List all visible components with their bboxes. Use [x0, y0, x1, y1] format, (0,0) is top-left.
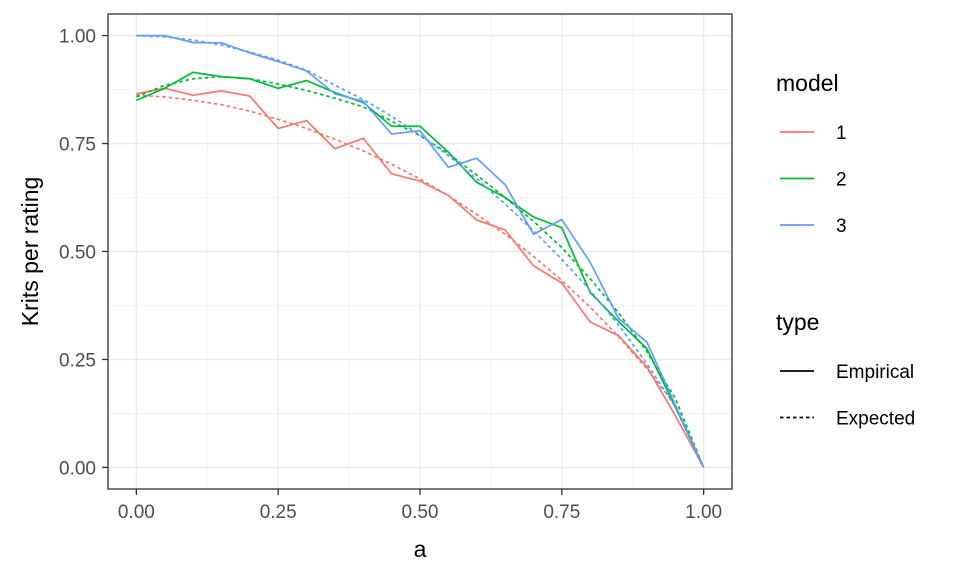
y-tick-label: 0.00 — [59, 458, 96, 479]
y-tick-label: 0.25 — [59, 350, 96, 371]
legend-model-title: model — [776, 70, 839, 96]
x-tick-label: 0.00 — [118, 502, 155, 523]
y-tick-label: 0.75 — [59, 135, 96, 156]
legend-label-model-3: 3 — [836, 216, 847, 237]
y-tick-label: 0.50 — [59, 243, 96, 264]
series-line-model-3-expected — [136, 34, 705, 468]
legend-label-model-1: 1 — [836, 123, 847, 144]
series-line-model-1-empirical — [136, 87, 705, 468]
legend-model-items: 1 2 3 — [780, 123, 847, 237]
series-line-model-3-empirical — [136, 34, 705, 468]
x-tick-label: 1.00 — [685, 502, 722, 523]
x-tick-label: 0.75 — [543, 502, 580, 523]
series-layer — [136, 34, 705, 468]
y-axis-title: Krits per rating — [17, 177, 43, 327]
x-tick-label: 0.50 — [402, 502, 439, 523]
grid-major — [108, 14, 732, 489]
y-tick-label: 1.00 — [59, 27, 96, 48]
x-tick-label: 0.25 — [260, 502, 297, 523]
legend-label-model-2: 2 — [836, 170, 847, 191]
legend-label-type-expected: Expected — [836, 409, 915, 430]
legend-label-type-empirical: Empirical — [836, 362, 914, 383]
series-line-model-2-expected — [136, 75, 705, 468]
legend-type-title: type — [776, 309, 819, 335]
y-axis: 0.00 0.25 0.50 0.75 1.00 — [59, 27, 108, 479]
x-axis: 0.00 0.25 0.50 0.75 1.00 — [118, 489, 722, 523]
legend-type-items: Empirical Expected — [780, 362, 915, 430]
x-axis-title: a — [414, 536, 427, 562]
legend: model 1 2 3 type Empirical Expected — [776, 70, 915, 430]
